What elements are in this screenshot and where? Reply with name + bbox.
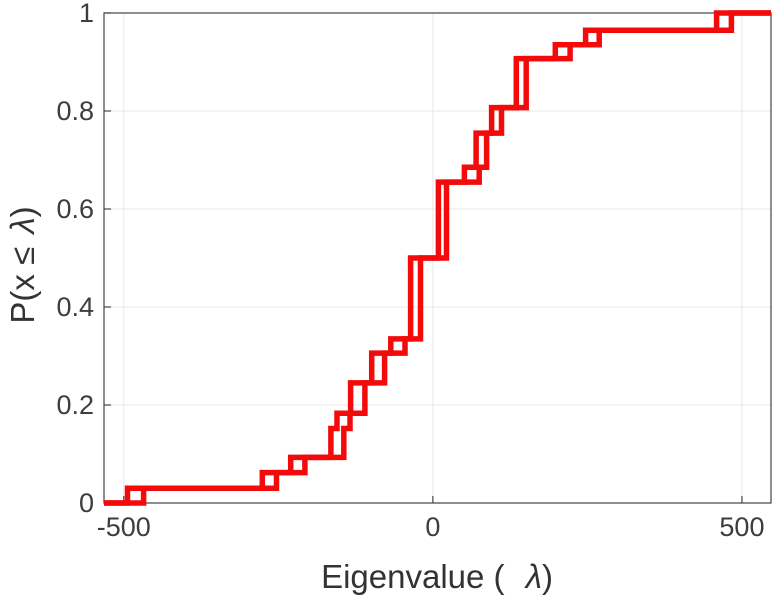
y-axis-label-text: P(x ≤: [4, 238, 41, 324]
y-tick-label: 0.6: [56, 194, 94, 224]
x-axis-label-text: Eigenvalue (: [321, 558, 514, 595]
y-axis-label-suffix: ): [4, 206, 41, 217]
x-tick-label: 0: [425, 512, 440, 542]
y-tick-label: 0: [79, 488, 94, 518]
ecdf-step-series-2: [104, 10, 771, 506]
y-axis-label: P(x ≤ λ): [4, 206, 41, 323]
lambda-symbol: λ: [524, 558, 542, 595]
y-tick-label: 0.4: [56, 292, 94, 322]
tick-marks: [104, 12, 743, 504]
x-axis-label: Eigenvalue ( λ): [321, 558, 553, 595]
y-tick-label: 0.2: [56, 390, 94, 420]
x-tick-label: 500: [719, 512, 764, 542]
y-tick-label: 1: [79, 0, 94, 28]
plot-box: [103, 12, 772, 504]
y-tick-label: 0.8: [56, 96, 94, 126]
x-axis-label-suffix: ): [542, 558, 553, 595]
x-tick-label: -500: [97, 512, 151, 542]
lambda-symbol: λ: [4, 217, 41, 235]
ecdf-curves: [104, 10, 771, 506]
